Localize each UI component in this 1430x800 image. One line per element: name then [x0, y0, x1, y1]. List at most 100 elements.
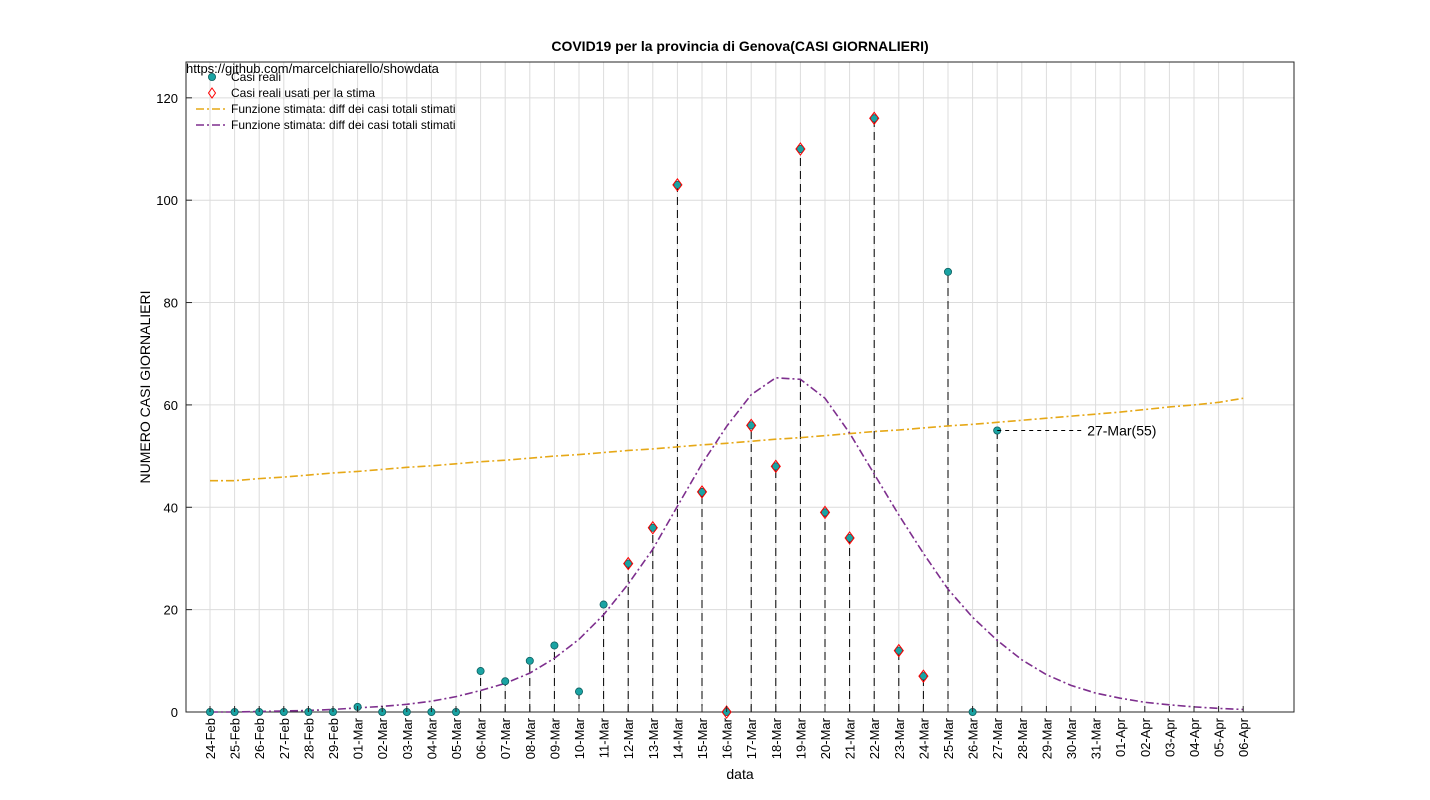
x-tick-label: 28-Mar	[1015, 717, 1030, 759]
point-casi-usati	[647, 520, 658, 535]
point-casi-usati	[795, 142, 806, 156]
point-casi-reali	[673, 180, 682, 189]
x-tick-label: 02-Mar	[375, 717, 390, 759]
legend-marker-casi-reali	[207, 73, 216, 82]
point-casi-reali	[476, 667, 485, 676]
x-tick-label: 21-Mar	[843, 717, 858, 759]
x-tick-label: 25-Feb	[228, 718, 243, 759]
x-tick-label: 02-Apr	[1138, 717, 1153, 757]
annotation-label: 27-Mar(55)	[1087, 423, 1156, 439]
point-casi-reali	[845, 533, 854, 542]
point-casi-reali	[747, 421, 756, 430]
x-tick-label: 26-Feb	[252, 718, 267, 759]
watermark-url: https://github.com/marcelchiarello/showd…	[186, 61, 440, 76]
point-casi-reali	[575, 687, 584, 696]
x-tick-label: 15-Mar	[695, 717, 710, 759]
x-tick-label: 26-Mar	[966, 717, 981, 759]
x-tick-label: 27-Feb	[277, 718, 292, 759]
annotation-group: 27-Mar(55)	[997, 423, 1156, 439]
x-tick-label: 31-Mar	[1089, 717, 1104, 759]
x-tick-label: 08-Mar	[523, 717, 538, 759]
x-tick-label: 24-Mar	[916, 717, 931, 759]
point-casi-usati	[844, 531, 855, 545]
legend-label-1: Casi reali usati per la stima	[231, 86, 375, 100]
point-casi-reali	[599, 600, 608, 609]
y-tick-label: 0	[171, 705, 178, 720]
point-casi-reali	[919, 672, 928, 681]
x-tick-label: 01-Apr	[1113, 717, 1128, 757]
y-axis-label: NUMERO CASI GIORNALIERI	[137, 291, 153, 484]
point-casi-reali	[894, 646, 903, 655]
x-tick-label: 29-Feb	[326, 718, 341, 759]
x-tick-label: 10-Mar	[572, 717, 587, 759]
x-tick-label: 25-Mar	[941, 717, 956, 759]
point-casi-usati	[672, 178, 683, 192]
x-tick-label: 27-Mar	[990, 717, 1005, 759]
x-tick-label: 09-Mar	[547, 717, 562, 759]
x-tick-label: 23-Mar	[892, 717, 907, 759]
x-tick-label: 01-Mar	[351, 717, 366, 759]
point-casi-usati	[721, 705, 732, 719]
x-tick-label: 20-Mar	[818, 717, 833, 759]
point-casi-usati	[770, 459, 781, 474]
point-casi-reali	[698, 487, 707, 496]
point-casi-reali	[870, 114, 879, 123]
legend-label-3: Funzione stimata: diff dei casi totali s…	[231, 118, 456, 132]
point-casi-usati	[918, 669, 929, 684]
plot-frame	[185, 61, 1295, 713]
x-tick-label: 17-Mar	[744, 717, 759, 759]
x-tick-label: 06-Mar	[474, 717, 489, 759]
point-casi-usati	[746, 418, 757, 433]
point-casi-usati	[893, 643, 904, 658]
stem-lines	[357, 118, 998, 712]
chart-title: COVID19 per la provincia di Genova(CASI …	[551, 38, 928, 54]
x-tick-label: 11-Mar	[597, 717, 612, 758]
x-tick-label: 04-Apr	[1187, 717, 1202, 757]
point-casi-reali	[771, 462, 780, 471]
x-tick-label: 24-Feb	[203, 718, 218, 759]
x-tick-label: 14-Mar	[670, 717, 685, 759]
point-casi-reali	[796, 145, 805, 154]
x-tick-label: 28-Feb	[301, 718, 316, 759]
x-tick-label: 16-Mar	[720, 717, 735, 759]
y-tick-label: 60	[164, 398, 178, 413]
x-tick-label: 30-Mar	[1064, 717, 1079, 759]
y-tick-label: 20	[164, 603, 178, 618]
point-casi-reali	[501, 677, 510, 686]
axis-ticks: 0 20 40 60 80 100 120 24-Feb 25-Feb 26-Feb 27-Feb 2…	[156, 91, 1251, 759]
x-tick-label: 18-Mar	[769, 717, 784, 759]
legend-marker-casi-usati	[207, 87, 217, 99]
point-casi-usati	[819, 505, 831, 520]
y-tick-label: 80	[164, 296, 178, 311]
x-tick-label: 06-Apr	[1236, 717, 1251, 757]
x-tick-label: 05-Mar	[449, 717, 464, 759]
point-casi-reali	[821, 508, 830, 517]
grid-lines	[186, 62, 1294, 713]
legend: Casi reali Casi reali usati per la stima F…	[196, 70, 456, 132]
x-tick-label: 03-Mar	[400, 717, 415, 759]
point-casi-reali	[525, 656, 534, 665]
x-tick-label: 04-Mar	[424, 717, 439, 759]
point-casi-reali	[648, 523, 657, 532]
point-casi-usati	[696, 485, 708, 499]
x-tick-label: 29-Mar	[1039, 717, 1054, 759]
x-tick-label: 19-Mar	[793, 717, 808, 759]
point-casi-reali	[550, 641, 559, 650]
point-casi-usati	[869, 111, 880, 126]
y-tick-label: 120	[156, 91, 178, 106]
y-tick-label: 40	[164, 500, 178, 515]
point-casi-reali	[944, 267, 953, 276]
point-casi-reali	[624, 559, 633, 568]
fit-line-2	[210, 397, 1244, 482]
y-tick-label: 100	[156, 193, 178, 208]
point-casi-usati	[623, 556, 634, 571]
x-tick-label: 12-Mar	[621, 717, 636, 759]
legend-label-2: Funzione stimata: diff dei casi totali s…	[231, 102, 456, 116]
x-tick-label: 03-Apr	[1162, 717, 1177, 757]
data-markers	[205, 111, 1002, 719]
x-tick-label: 07-Mar	[498, 717, 513, 759]
x-tick-label: 05-Apr	[1212, 717, 1227, 757]
x-tick-label: 22-Mar	[867, 717, 882, 759]
x-tick-label: 13-Mar	[646, 717, 661, 759]
